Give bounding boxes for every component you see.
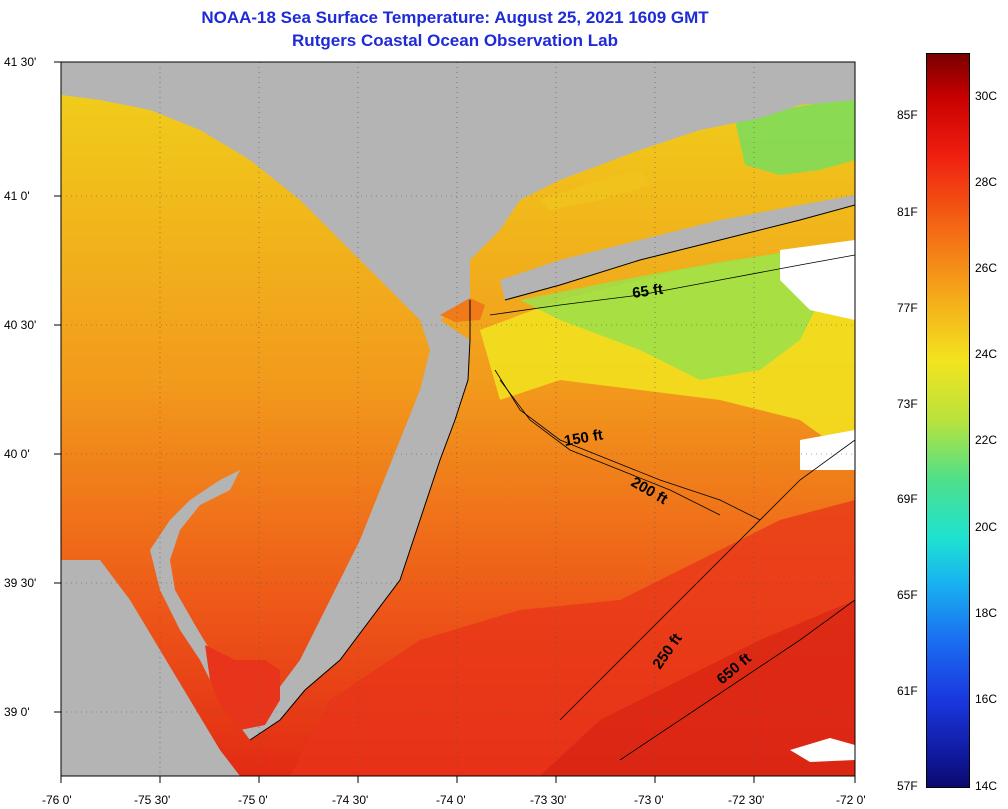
lat-label-41-30: 41 30': [4, 55, 37, 69]
long-island-coast: [504, 204, 855, 301]
lat-label-39-30: 39 30': [4, 576, 37, 590]
lon-label-72-0: -72 0': [836, 793, 866, 807]
cb-f-77: 77F: [897, 301, 918, 315]
cb-f-65: 65F: [897, 588, 918, 602]
map-frame: [60, 61, 856, 777]
green-sound-water: [735, 100, 855, 175]
hot-water-core: [540, 600, 855, 776]
green-cold-water: [520, 250, 820, 380]
lon-label-72-30: -72 30': [728, 793, 765, 807]
frame-ticks: [54, 61, 856, 783]
cb-c-22: 22C: [975, 433, 998, 447]
cb-c-20: 20C: [975, 520, 998, 534]
temperature-colorbar: [926, 53, 970, 788]
cloud-patch-south: [790, 738, 855, 762]
lat-label-39-0: 39 0': [4, 705, 30, 719]
harbor-plume: [440, 298, 485, 322]
map-subtitle: Rutgers Coastal Ocean Observation Lab: [292, 31, 618, 50]
lon-label-73-30: -73 30': [530, 793, 567, 807]
long-island: [500, 195, 855, 300]
lon-label-76-0: -76 0': [42, 793, 72, 807]
isobath-150ft: [494, 369, 761, 521]
cb-f-85: 85F: [897, 108, 918, 122]
cb-c-18: 18C: [975, 606, 998, 620]
lat-lon-grid: [61, 62, 855, 776]
isobath-label-65ft: 65 ft: [631, 281, 664, 302]
cb-c-26: 26C: [975, 261, 998, 275]
delaware-bay: [205, 645, 280, 730]
cloud-patch-east: [780, 240, 855, 320]
cb-c-16: 16C: [975, 692, 998, 706]
cb-f-61: 61F: [897, 684, 918, 698]
cb-f-69: 69F: [897, 492, 918, 506]
cloud-patch-southeast: [800, 430, 855, 470]
land-mass: [61, 62, 855, 740]
cb-f-73: 73F: [897, 397, 918, 411]
cb-f-81: 81F: [897, 205, 918, 219]
cb-f-57: 57F: [897, 779, 918, 793]
cb-c-30: 30C: [975, 89, 998, 103]
cb-c-14: 14C: [975, 779, 998, 793]
lat-label-40-30: 40 30': [4, 318, 37, 332]
cb-c-28: 28C: [975, 175, 998, 189]
lon-label-74-0: -74 0': [436, 793, 466, 807]
sound-warm-patch: [540, 170, 650, 210]
map-title: NOAA-18 Sea Surface Temperature: August …: [201, 8, 709, 27]
lon-label-73-0: -73 0': [634, 793, 664, 807]
isobath-200ft: [499, 379, 721, 516]
isobath-65ft: [489, 254, 855, 316]
lat-label-41-0: 41 0': [4, 189, 30, 203]
isobath-label-150ft: 150 ft: [563, 426, 605, 450]
lon-label-75-0: -75 0': [238, 793, 268, 807]
lon-label-74-30: -74 30': [332, 793, 369, 807]
coastline: [249, 300, 471, 741]
lon-label-75-30: -75 30': [134, 793, 171, 807]
land-delaware: [61, 560, 240, 776]
isobath-650ft: [619, 599, 855, 761]
lat-label-40-0: 40 0': [4, 447, 30, 461]
isobath-250ft: [559, 439, 855, 721]
cb-c-24: 24C: [975, 347, 998, 361]
